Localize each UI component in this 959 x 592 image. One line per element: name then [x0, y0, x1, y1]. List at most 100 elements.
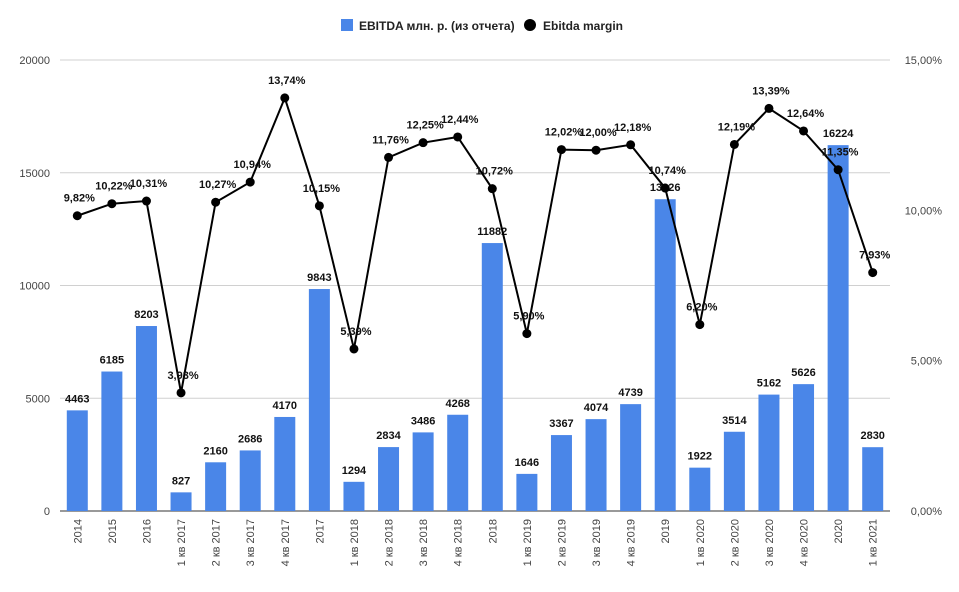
y-left-tick-label: 20000: [19, 55, 50, 67]
bar: [447, 414, 469, 511]
bar-value-label: 6185: [100, 355, 124, 367]
margin-value-label: 12,00%: [579, 127, 617, 139]
margin-value-label: 11,76%: [372, 134, 409, 146]
margin-data-labels: 9,82%10,22%10,31% 3,93% 10,27% 10,94% 13,74%…: [64, 75, 891, 382]
bar-value-label: 2686: [238, 433, 262, 445]
bar: [689, 467, 711, 511]
bar-value-label: 9843: [307, 272, 331, 284]
x-tick-label: 1 кв 2018: [349, 519, 361, 566]
margin-value-label: 10,31%: [130, 178, 168, 190]
y-right-tick-label: 0,00%: [911, 506, 942, 518]
margin-point: [799, 126, 809, 136]
bar-value-label: 11882: [477, 226, 507, 238]
x-tick-label: 1 кв 2019: [522, 519, 534, 566]
margin-line: [76, 94, 874, 394]
legend-bar-swatch: [341, 19, 353, 31]
bar-value-label: 1294: [342, 465, 367, 477]
margin-point: [868, 268, 878, 278]
x-axis: 2014 2015 2016 1 кв 2017 2 кв 2017 3 кв 2017 4…: [72, 519, 879, 566]
bar: [66, 410, 88, 511]
margin-value-label: 13,74%: [268, 75, 306, 87]
bar: [101, 371, 123, 511]
margin-point: [695, 320, 705, 330]
y-right-tick-label: 15,00%: [905, 55, 943, 67]
margin-point: [487, 184, 497, 194]
margin-value-label: 12,64%: [787, 108, 825, 120]
bar-value-label: 2834: [376, 430, 401, 442]
margin-line-series: [72, 93, 878, 398]
bar: [620, 404, 642, 511]
bar-value-label: 5162: [757, 378, 781, 390]
bar-value-label: 8203: [134, 309, 158, 321]
bar-value-label: 4268: [445, 398, 469, 410]
margin-point: [245, 177, 255, 187]
bar-value-label: 827: [172, 475, 190, 487]
legend-bar-label: EBITDA млн. р. (из отчета): [359, 19, 515, 33]
bar: [135, 326, 157, 511]
legend-line-label: Ebitda margin: [543, 19, 623, 33]
margin-value-label: 10,94%: [234, 159, 272, 171]
margin-value-label: 12,44%: [441, 114, 479, 126]
x-tick-label: 4 кв 2017: [280, 519, 292, 566]
margin-point: [729, 139, 739, 149]
x-tick-label: 4 кв 2018: [453, 519, 465, 566]
margin-point: [833, 165, 843, 175]
x-tick-label: 4 кв 2020: [799, 519, 811, 566]
x-tick-label: 2 кв 2019: [556, 519, 568, 566]
bar: [412, 432, 434, 511]
margin-value-label: 10,74%: [649, 165, 687, 177]
x-tick-label: 3 кв 2017: [245, 519, 257, 566]
margin-point: [384, 152, 394, 162]
y-right-tick-label: 10,00%: [905, 205, 943, 217]
legend-line-marker: [524, 19, 536, 31]
bar: [585, 419, 607, 511]
margin-value-label: 11,35%: [822, 147, 859, 159]
bar: [793, 384, 815, 511]
x-tick-label: 2 кв 2017: [211, 519, 223, 566]
x-tick-label: 3 кв 2019: [591, 519, 603, 566]
bar-data-labels: 4463 6185 8203 827 2160 2686 4170 9843 1294 2834 3…: [65, 128, 885, 487]
bar-value-label: 4463: [65, 393, 89, 405]
margin-point: [453, 132, 463, 142]
margin-value-label: 5,90%: [513, 311, 544, 323]
y-left-tick-label: 0: [44, 506, 50, 518]
y-left-tick-label: 15000: [19, 168, 50, 180]
margin-value-label: 7,93%: [859, 250, 890, 262]
x-tick-label: 1 кв 2020: [695, 519, 707, 566]
bar: [205, 462, 227, 511]
x-tick-label: 3 кв 2020: [764, 519, 776, 566]
margin-point: [314, 201, 324, 211]
bar: [723, 431, 745, 511]
margin-value-label: 12,02%: [545, 127, 583, 139]
x-tick-label: 2017: [314, 519, 326, 543]
x-tick-label: 3 кв 2018: [418, 519, 430, 566]
bar-value-label: 5626: [791, 367, 815, 379]
gridlines: [60, 59, 890, 512]
bar-series: [66, 145, 884, 511]
margin-point: [280, 93, 290, 103]
margin-point: [349, 344, 359, 354]
bar-value-label: 3367: [549, 418, 573, 430]
margin-value-label: 10,27%: [199, 179, 237, 191]
margin-point: [556, 145, 566, 155]
x-tick-label: 2016: [141, 519, 153, 543]
margin-point: [626, 140, 636, 150]
margin-value-label: 3,93%: [167, 370, 198, 382]
x-tick-label: 2019: [660, 519, 672, 543]
bar-value-label: 3514: [722, 415, 747, 427]
margin-point: [107, 199, 117, 209]
x-tick-label: 2015: [107, 519, 119, 543]
bar: [827, 145, 849, 511]
bar-value-label: 2830: [860, 430, 884, 442]
margin-value-label: 13,39%: [752, 85, 790, 97]
bar: [274, 416, 296, 511]
margin-point: [176, 388, 186, 398]
margin-point: [522, 329, 532, 339]
bar: [239, 450, 261, 511]
bar: [654, 199, 676, 511]
y-axis-right: 0,00% 5,00% 10,00% 15,00%: [905, 55, 943, 518]
bar: [862, 447, 884, 511]
x-tick-label: 2020: [833, 519, 845, 543]
